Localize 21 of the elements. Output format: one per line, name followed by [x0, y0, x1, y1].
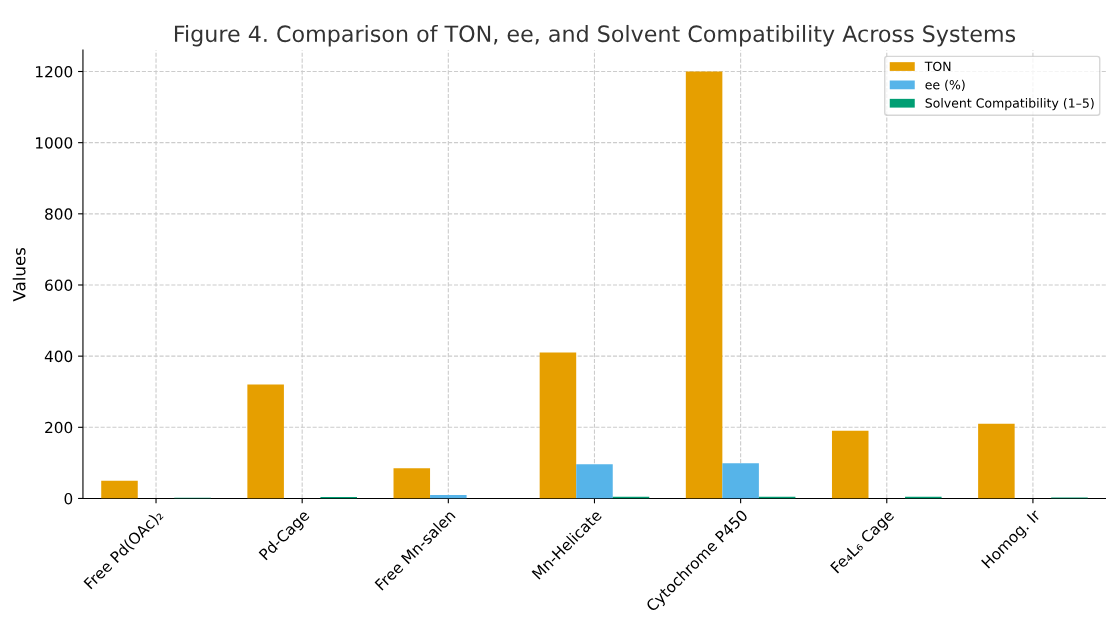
legend-label: TON	[924, 61, 951, 72]
bar	[539, 352, 577, 499]
y-tick-label: 0	[64, 492, 73, 505]
bar	[978, 423, 1015, 499]
bar	[101, 480, 138, 499]
y-tick-label: 1000	[36, 137, 73, 149]
bar	[722, 463, 759, 499]
y-tick-label: 600	[45, 279, 73, 292]
y-axis-title: Values	[12, 247, 26, 302]
y-tick-label: 1200	[36, 65, 73, 78]
legend-label: ee (%)	[925, 79, 965, 91]
y-tick-label: 800	[45, 208, 73, 220]
y-tick-label: 400	[44, 350, 73, 363]
chart-title: Figure 4. Comparison of TON, ee, and Solvent Compatibility Across Systems	[174, 24, 1016, 47]
bar	[685, 71, 723, 499]
bar	[831, 430, 869, 499]
y-tick-label: 200	[45, 421, 73, 434]
bar	[576, 464, 613, 499]
bar	[247, 384, 284, 499]
bar	[393, 468, 431, 499]
legend-label: Solvent Compatibility (1–5)	[925, 98, 1094, 111]
